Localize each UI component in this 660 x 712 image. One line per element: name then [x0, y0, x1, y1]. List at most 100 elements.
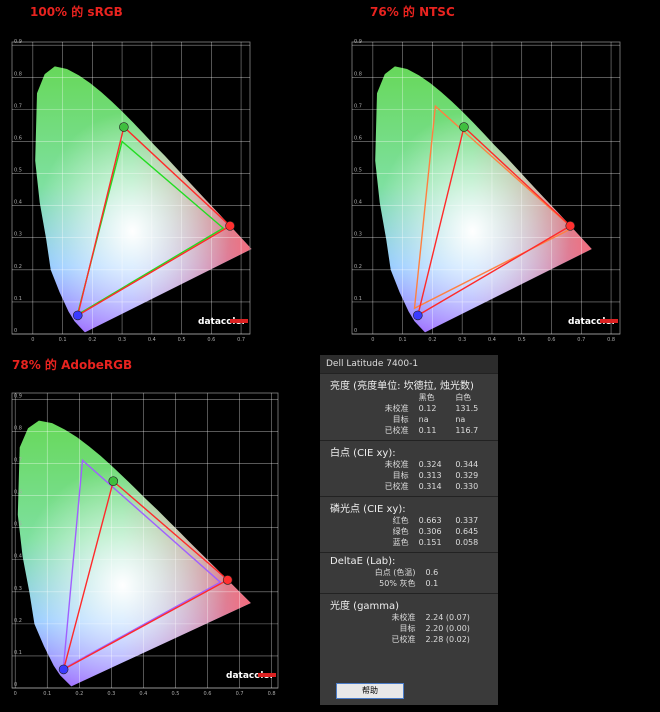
x-tick-label: 0.7 [237, 337, 245, 343]
cell-value: 0.324 [418, 460, 442, 469]
chart-title: 100% 的 sRGB [30, 4, 123, 19]
y-tick-label: 0.2 [14, 618, 22, 624]
y-tick-label: 0.8 [14, 71, 22, 77]
x-tick-label: 0 [14, 691, 17, 697]
x-tick-label: 0.6 [207, 337, 215, 343]
cell-value: 2.24 (0.07) [425, 613, 470, 622]
data-row: 目标 na na [330, 414, 492, 425]
y-tick-label: 0.9 [14, 393, 22, 399]
x-tick-label: 0.8 [607, 337, 615, 343]
data-row: 已校准 2.28 (0.02) [330, 634, 492, 645]
data-row: 绿色 0.306 0.645 [330, 526, 492, 537]
cell-value: 0.330 [455, 482, 479, 491]
x-tick-label: 0.5 [178, 337, 186, 343]
x-tick-label: 0.4 [148, 337, 156, 343]
cell-value: 0.314 [418, 482, 442, 491]
cell-value: 0.313 [418, 471, 442, 480]
x-tick-label: 0.6 [204, 691, 212, 697]
row-label: 绿色 [392, 527, 409, 536]
logo-bar [230, 319, 248, 323]
cell-value: 0.306 [418, 527, 442, 536]
cell-value: 0.11 [418, 426, 437, 435]
x-tick-label: 0.3 [458, 337, 466, 343]
x-tick-label: 0.5 [518, 337, 526, 343]
calibration-panel: Dell Latitude 7400-1 亮度 (亮度单位: 坎德拉, 烛光数) 黑… [320, 355, 498, 705]
row-label: 未校准 [384, 460, 409, 469]
y-tick-label: 0 [14, 682, 17, 688]
y-tick-label: 0.6 [354, 135, 362, 141]
cell-value: na [455, 415, 466, 424]
data-row: 未校准 2.24 (0.07) [330, 612, 492, 623]
y-tick-label: 0.5 [354, 168, 362, 174]
data-row: 白点 (色温) 0.6 [330, 567, 492, 578]
y-tick-label: 0.7 [354, 103, 362, 109]
cell-value: 0.645 [455, 527, 479, 536]
x-tick-label: 0.1 [43, 691, 51, 697]
data-row: 蓝色 0.151 0.058 [330, 537, 492, 548]
primary-point [58, 664, 69, 675]
y-tick-label: 0.6 [14, 135, 22, 141]
y-tick-label: 0.5 [14, 522, 22, 528]
panel-section: 亮度 (亮度单位: 坎德拉, 烛光数) 黑色 白色 未校准 0.12 131.5 目标 na n… [320, 373, 498, 440]
y-tick-label: 0.3 [14, 232, 22, 238]
cell-value: 2.28 (0.02) [425, 635, 470, 644]
y-tick-label: 0.2 [14, 264, 22, 270]
data-row: 目标 0.313 0.329 [330, 470, 492, 481]
data-row: 50% 灰色 0.1 [330, 578, 492, 589]
y-tick-label: 0.3 [14, 586, 22, 592]
y-tick-label: 0.7 [14, 458, 22, 464]
y-tick-label: 0.4 [14, 554, 22, 560]
column-header: 白色 [455, 393, 472, 402]
cell-value: 0.329 [455, 471, 479, 480]
gamut-triangle [416, 125, 572, 317]
x-tick-label: 0.7 [236, 691, 244, 697]
primary-point [565, 221, 576, 231]
cell-value: 0.6 [425, 568, 439, 577]
x-tick-label: 0 [31, 337, 34, 343]
data-row: 未校准 0.12 131.5 [330, 403, 492, 414]
y-tick-label: 0.9 [354, 39, 362, 45]
section-heading: DeltaE (Lab): [330, 556, 396, 567]
row-label: 已校准 [384, 482, 409, 491]
row-label: 红色 [392, 516, 409, 525]
y-tick-label: 0.1 [14, 296, 22, 302]
data-row: 已校准 0.11 116.7 [330, 425, 492, 436]
cell-value: 0.337 [455, 516, 479, 525]
panel-section: 磷光点 (CIE xy): 红色 0.663 0.337 绿色 0.306 0.645 蓝色 0… [320, 496, 498, 552]
x-tick-label: 0.4 [139, 691, 147, 697]
primary-point [225, 221, 235, 231]
row-label: 已校准 [384, 426, 409, 435]
x-tick-label: 0.2 [88, 337, 96, 343]
x-tick-label: 0.3 [107, 691, 115, 697]
spacer [330, 392, 419, 403]
row-label: 白点 (色温) [374, 568, 416, 577]
row-label: 目标 [392, 415, 409, 424]
cell-value: 0.12 [418, 404, 437, 413]
section-heading: 磷光点 (CIE xy): [330, 504, 406, 515]
primary-point [413, 310, 423, 321]
gamut-triangle [62, 458, 222, 671]
cell-value: 0.663 [418, 516, 442, 525]
y-tick-label: 0 [354, 328, 357, 334]
gamut-triangle [76, 125, 232, 317]
locus-white [35, 66, 252, 333]
primary-point [72, 310, 83, 321]
x-tick-label: 0.6 [548, 337, 556, 343]
y-tick-label: 0.4 [14, 200, 22, 206]
chart-title: 78% 的 AdobeRGB [12, 357, 132, 372]
y-tick-label: 0.4 [354, 200, 362, 206]
x-tick-label: 0.4 [488, 337, 496, 343]
logo: datacolor [568, 317, 617, 327]
y-tick-label: 0.1 [354, 296, 362, 302]
y-tick-label: 0.5 [14, 168, 22, 174]
cell-value: 0.344 [455, 460, 479, 469]
y-tick-label: 0 [14, 328, 17, 334]
chart-title: 76% 的 NTSC [370, 4, 455, 19]
help-button[interactable]: 帮助 [336, 683, 404, 699]
locus-white [17, 420, 251, 687]
data-row: 已校准 0.314 0.330 [330, 481, 492, 492]
x-tick-label: 0.2 [428, 337, 436, 343]
data-row: 目标 2.20 (0.00) [330, 623, 492, 634]
